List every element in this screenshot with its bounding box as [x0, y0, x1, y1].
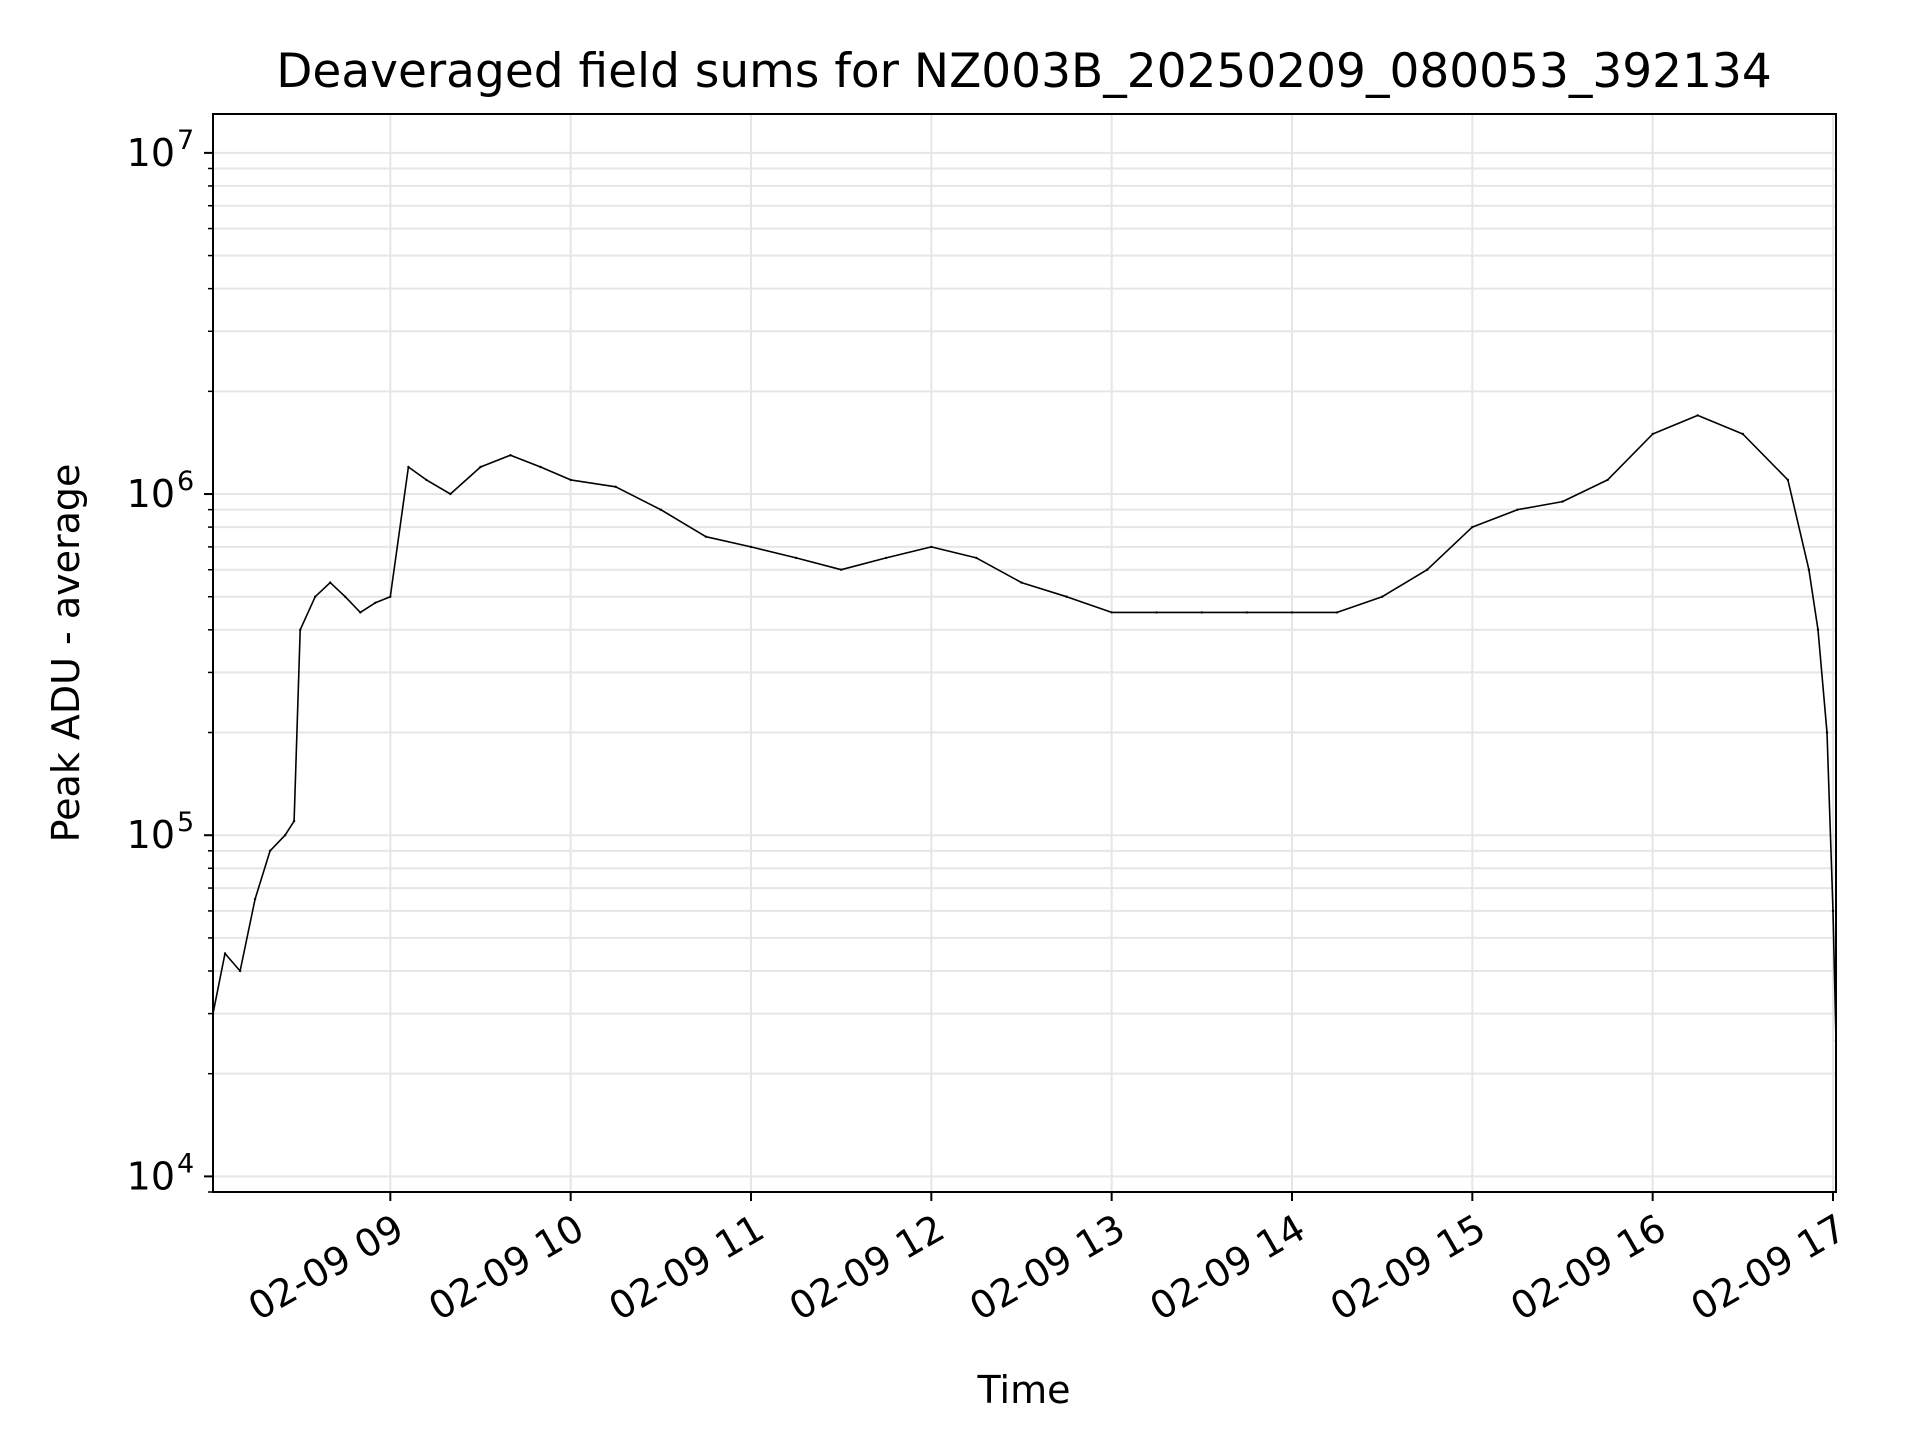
data-point: [359, 611, 362, 614]
series-group: [213, 414, 1836, 1042]
data-point: [1290, 611, 1294, 614]
data-point: [1816, 628, 1820, 631]
data-point: [659, 508, 662, 511]
data-point: [1696, 414, 1699, 417]
data-point: [885, 556, 888, 560]
grid-lines: [213, 114, 1836, 1193]
data-point: [749, 545, 753, 549]
data-point: [1786, 478, 1790, 482]
data-point: [268, 849, 272, 852]
y-tick-label-exponent: 7: [177, 125, 194, 156]
y-tick-label-exponent: 4: [177, 1148, 194, 1179]
data-point: [238, 969, 242, 973]
data-point: [704, 535, 708, 538]
data-point: [1110, 611, 1113, 614]
data-point: [1065, 595, 1068, 598]
data-point: [1245, 611, 1249, 614]
data-point: [1741, 432, 1745, 436]
data-point: [539, 465, 542, 469]
y-tick-label-exponent: 6: [177, 466, 194, 497]
data-point: [283, 834, 287, 837]
data-point: [299, 628, 302, 631]
data-point: [1825, 731, 1829, 734]
plot-frame: [212, 113, 1837, 1193]
data-point: [479, 465, 482, 469]
chart-title: Deaveraged field sums for NZ003B_2025020…: [276, 44, 1772, 99]
data-point: [292, 819, 296, 823]
data-point: [509, 454, 512, 457]
data-point: [930, 545, 933, 549]
data-point: [1831, 909, 1835, 913]
y-tick-label-exponent: 5: [177, 807, 194, 838]
data-point: [569, 478, 572, 482]
data-point: [1606, 478, 1609, 482]
data-point: [1200, 611, 1204, 614]
data-point: [614, 485, 617, 488]
data-point: [1020, 581, 1023, 584]
data-point: [314, 595, 317, 598]
data-point: [1335, 611, 1339, 614]
data-point: [253, 897, 257, 901]
data-point: [840, 568, 843, 571]
data-point: [223, 952, 227, 955]
data-point: [389, 595, 392, 598]
data-point: [329, 581, 332, 584]
data-point: [449, 492, 452, 496]
data-point: [374, 601, 377, 604]
data-point: [1381, 595, 1384, 598]
y-tick-label: 10: [127, 131, 175, 175]
y-tick-label: 10: [127, 813, 175, 857]
data-point: [344, 595, 347, 598]
data-point: [1561, 500, 1564, 503]
data-point: [1651, 432, 1654, 436]
data-point: [1426, 568, 1429, 571]
data-point: [425, 478, 428, 482]
data-point: [1471, 525, 1474, 529]
data-point: [975, 556, 978, 560]
y-tick-label: 10: [127, 472, 175, 516]
data-point: [794, 556, 798, 560]
x-axis-label: Time: [977, 1368, 1071, 1412]
data-point: [1807, 568, 1811, 571]
data-point: [1516, 508, 1519, 511]
y-axis-label: Peak ADU - average: [44, 464, 88, 843]
y-tick-label: 10: [127, 1154, 175, 1198]
data-point: [1155, 611, 1158, 614]
data-point: [407, 465, 410, 469]
